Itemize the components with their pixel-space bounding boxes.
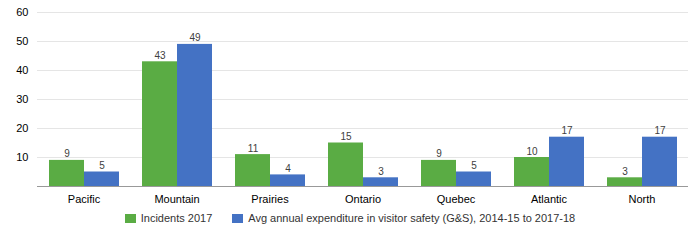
svg-text:17: 17 xyxy=(561,125,573,136)
svg-text:Ontario: Ontario xyxy=(345,193,381,205)
svg-text:17: 17 xyxy=(654,125,666,136)
svg-text:10: 10 xyxy=(526,146,538,157)
svg-text:43: 43 xyxy=(154,50,166,61)
svg-text:9: 9 xyxy=(436,148,442,159)
svg-text:Prairies: Prairies xyxy=(251,193,289,205)
svg-text:9: 9 xyxy=(64,148,70,159)
svg-text:40: 40 xyxy=(16,64,28,76)
svg-text:Atlantic: Atlantic xyxy=(531,193,568,205)
svg-text:5: 5 xyxy=(471,160,477,171)
svg-text:49: 49 xyxy=(189,32,201,43)
svg-text:3: 3 xyxy=(622,166,628,177)
svg-text:4: 4 xyxy=(285,163,291,174)
svg-text:20: 20 xyxy=(16,122,28,134)
svg-text:Pacific: Pacific xyxy=(68,193,101,205)
svg-text:3: 3 xyxy=(378,166,384,177)
svg-text:5: 5 xyxy=(99,160,105,171)
svg-text:Mountain: Mountain xyxy=(154,193,199,205)
html-text:Avg annual expenditure in visi: Avg annual expenditure in visitor safety… xyxy=(248,212,576,224)
svg-text:10: 10 xyxy=(16,151,28,163)
svg-text:11: 11 xyxy=(248,143,259,154)
svg-text:30: 30 xyxy=(16,93,28,105)
svg-text:North: North xyxy=(629,193,656,205)
svg-text:50: 50 xyxy=(16,35,28,47)
svg-text:60: 60 xyxy=(16,6,28,18)
html-text:Incidents 2017: Incidents 2017 xyxy=(140,212,213,224)
svg-text:Quebec: Quebec xyxy=(437,193,476,205)
svg-text:15: 15 xyxy=(340,131,352,142)
